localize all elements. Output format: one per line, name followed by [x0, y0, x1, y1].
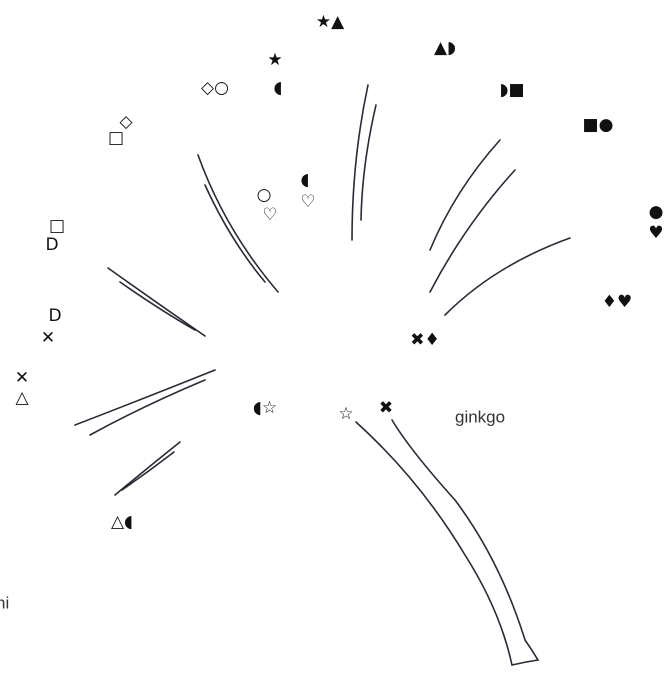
symbol: ◖: [274, 78, 283, 98]
symbol: ✕: [41, 328, 55, 348]
symbol: ✖: [379, 398, 393, 418]
symbol: ◖☆: [253, 398, 277, 418]
symbol: ♡: [262, 205, 277, 225]
symbol: △: [15, 388, 29, 408]
symbol: ◖: [301, 170, 310, 190]
symbol: ♦♥: [602, 292, 632, 312]
symbol: △◖: [111, 512, 133, 532]
symbol: ✕: [15, 368, 29, 388]
symbol: ■●: [583, 115, 614, 135]
stem: [356, 420, 538, 665]
symbol: ◇: [119, 112, 133, 132]
symbol: ●: [649, 202, 664, 222]
symbol: ♡: [300, 192, 315, 212]
symbol: D: [48, 306, 61, 326]
symbol: D: [45, 235, 58, 255]
symbol: □: [49, 216, 65, 236]
symbol: ◗■: [499, 80, 524, 100]
ginkgo-diagram: ★▲▲◗◗■■●●♥♦♥✖♦✖☆◖☆△◖✕△D✕□D□◇◇○★◖○♡◖♡gink…: [0, 0, 664, 674]
symbol: ✖♦: [410, 330, 439, 350]
word-label: ginkgo: [455, 407, 505, 426]
word-label: ni: [0, 593, 9, 612]
symbol: ★: [267, 50, 282, 70]
symbol: ☆: [338, 404, 353, 424]
symbol: ◇○: [201, 78, 229, 98]
symbol: ★▲: [316, 12, 345, 32]
symbol: ▲◗: [434, 38, 456, 58]
leaf-strokes: [75, 85, 570, 665]
symbol: ○: [257, 185, 272, 205]
symbol: ♥: [648, 223, 663, 243]
